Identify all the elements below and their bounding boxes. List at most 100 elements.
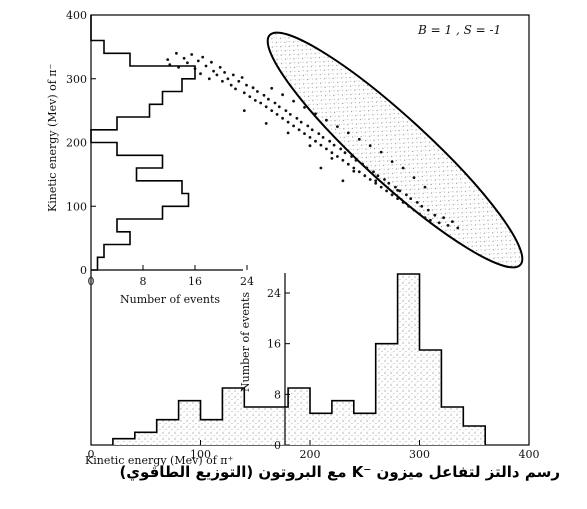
scatter-point-58 (332, 143, 336, 147)
scatter-point-24 (240, 76, 244, 79)
scatter-point-121 (374, 179, 378, 183)
scatter-point-109 (368, 144, 372, 148)
scatter-point-31 (259, 101, 263, 105)
scatter-point-96 (442, 216, 445, 220)
y-tick-label-300: 300 (66, 73, 87, 86)
scatter-point-110 (379, 150, 383, 154)
scatter-points (166, 51, 460, 230)
scatter-point-59 (336, 155, 339, 158)
scatter-point-57 (330, 151, 334, 155)
left-x-tick-label-16: 16 (188, 275, 202, 288)
left-y-axis-label: Kinetic energy (Mev) of π⁻ (46, 63, 59, 212)
scatter-point-118 (308, 144, 312, 148)
scatter-point-106 (336, 125, 339, 128)
scatter-point-113 (412, 176, 416, 180)
scatter-point-0 (166, 58, 170, 61)
scatter-point-67 (357, 170, 361, 174)
scatter-point-91 (423, 216, 427, 220)
scatter-point-27 (248, 95, 252, 98)
scatter-point-36 (273, 101, 277, 105)
scatter-point-4 (182, 56, 186, 60)
scatter-point-19 (226, 77, 230, 81)
scatter-point-71 (368, 178, 372, 181)
scatter-point-32 (262, 93, 266, 97)
scatter-point-112 (401, 166, 405, 170)
scatter-point-38 (277, 105, 281, 109)
scatter-point-98 (451, 220, 454, 224)
scatter-point-123 (319, 166, 323, 170)
scatter-point-83 (401, 201, 405, 204)
scatter-point-103 (303, 106, 306, 109)
scatter-point-49 (308, 136, 312, 139)
scatter-point-43 (292, 124, 295, 128)
scatter-point-114 (423, 185, 427, 189)
figure-caption: رسم دالتز لتفاعل ميزون ⁻K مع البروتون (ا… (119, 463, 560, 481)
scatter-point-64 (350, 155, 353, 158)
scatter-point-104 (314, 112, 317, 116)
scatter-point-120 (352, 169, 356, 173)
quantum-numbers-label: B = 1 , S = -1 (417, 23, 501, 37)
scatter-point-52 (317, 132, 321, 136)
left-y-ticks: 0 100 200 300 400 (66, 9, 96, 277)
main-x-ticks: 0 100 200 300 400 (88, 440, 540, 461)
scatter-point-55 (325, 147, 328, 151)
left-x-ticks: 0 8 16 24 (88, 265, 254, 288)
bottom-histogram-outline (112, 273, 486, 445)
left-x-tick-label-24: 24 (240, 275, 254, 288)
scatter-point-15 (215, 73, 219, 77)
left-x-tick-label-8: 8 (140, 275, 147, 288)
scatter-point-39 (281, 116, 284, 120)
scatter-point-93 (429, 218, 432, 222)
x-tick-label-300: 300 (409, 448, 430, 461)
scatter-point-80 (394, 185, 397, 189)
scatter-point-41 (286, 120, 290, 124)
scatter-point-87 (412, 208, 416, 212)
scatter-point-76 (383, 178, 386, 181)
scatter-point-94 (433, 213, 437, 217)
scatter-point-75 (379, 185, 383, 189)
y-tick-label-0: 0 (80, 264, 87, 277)
scatter-point-90 (420, 204, 424, 208)
scatter-point-20 (229, 83, 233, 87)
scatter-point-119 (330, 157, 334, 160)
bottom-y-tick-label-16: 16 (267, 338, 281, 351)
bottom-y-tick-label-24: 24 (267, 287, 281, 300)
scatter-point-53 (319, 143, 323, 147)
scatter-point-28 (251, 86, 255, 90)
scatter-point-61 (341, 158, 345, 162)
x-tick-label-0: 0 (88, 448, 95, 461)
scatter-point-77 (385, 189, 388, 193)
scatter-point-37 (275, 113, 279, 116)
scatter-point-92 (426, 208, 430, 212)
scatter-point-2 (175, 51, 178, 55)
scatter-point-5 (186, 61, 189, 65)
scatter-point-22 (234, 87, 237, 91)
scatter-point-84 (405, 193, 408, 197)
scatter-point-97 (446, 224, 450, 227)
scatter-point-6 (190, 53, 194, 56)
scatter-point-69 (363, 174, 367, 178)
scatter-point-86 (409, 197, 413, 201)
y-tick-label-100: 100 (66, 200, 87, 213)
scatter-point-30 (256, 90, 259, 93)
scatter-point-100 (270, 86, 274, 90)
scatter-point-116 (264, 122, 268, 125)
scatter-point-40 (284, 109, 288, 112)
scatter-point-70 (365, 166, 369, 170)
y-tick-label-400: 400 (66, 9, 87, 22)
scatter-point-26 (245, 83, 248, 87)
scatter-point-33 (264, 105, 268, 109)
scatter-point-115 (242, 109, 246, 112)
scatter-point-14 (212, 69, 216, 73)
scatter-point-99 (456, 226, 460, 230)
bottom-y-tick-label-0: 0 (274, 439, 281, 452)
scatter-point-60 (339, 147, 343, 151)
scatter-point-65 (352, 166, 356, 170)
bottom-y-ticks: 0 8 16 24 (267, 287, 290, 452)
scatter-point-51 (314, 139, 317, 143)
left-x-tick-label-0: 0 (88, 275, 95, 288)
scatter-point-107 (346, 131, 350, 135)
scatter-point-85 (407, 204, 410, 208)
scatter-point-12 (207, 77, 211, 81)
